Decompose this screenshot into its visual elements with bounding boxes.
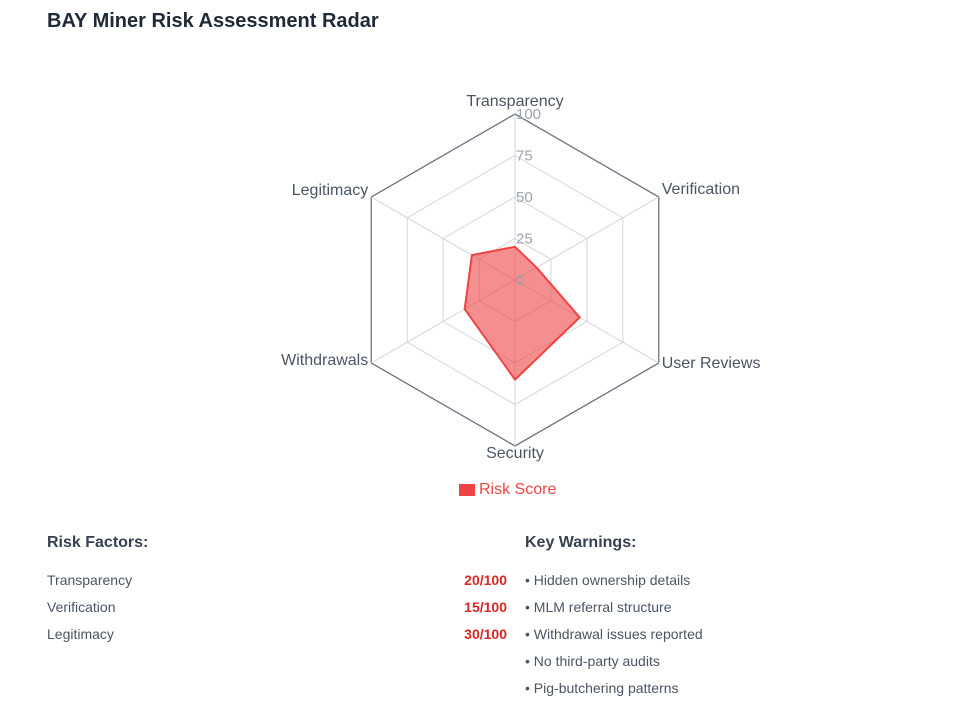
legend-label: Risk Score <box>479 481 557 498</box>
risk-factor-label: Legitimacy <box>47 625 114 642</box>
key-warnings-list: • Hidden ownership details • MLM referra… <box>525 566 703 701</box>
warning-item: • MLM referral structure <box>525 598 672 615</box>
chart-legend[interactable]: Risk Score <box>459 481 556 499</box>
axis-label: Transparency <box>466 93 563 110</box>
risk-factor-row: Legitimacy 30/100 <box>47 620 507 647</box>
warning-item: • Withdrawal issues reported <box>525 625 703 642</box>
axis-label: Verification <box>662 181 740 198</box>
risk-factor-row: Verification 15/100 <box>47 593 507 620</box>
series-area[interactable] <box>463 245 581 381</box>
risk-factor-value: 30/100 <box>464 625 507 642</box>
risk-factor-row: Transparency 20/100 <box>47 566 507 593</box>
tick-label: 100 <box>516 106 541 123</box>
tick-label: 25 <box>516 231 533 248</box>
risk-factor-value: 20/100 <box>464 571 507 588</box>
radar-chart: 0 25 50 75 100 Transparency Verification User … <box>281 93 760 462</box>
tick-label: 0 <box>516 272 524 289</box>
risk-factors-list: Transparency 20/100 Verification 15/100 … <box>47 566 507 647</box>
axis-label: Withdrawals <box>281 352 368 369</box>
warning-item: • Pig-butchering patterns <box>525 679 679 696</box>
warning-item: • No third-party audits <box>525 652 660 669</box>
legend-swatch <box>459 484 475 496</box>
tick-label: 50 <box>516 189 533 206</box>
risk-factors-heading: Risk Factors: <box>47 534 149 551</box>
warning-item: • Hidden ownership details <box>525 571 691 588</box>
risk-factor-value: 15/100 <box>464 598 507 615</box>
radar-axis-labels: Transparency Verification User Reviews Secu… <box>281 93 760 462</box>
axis-label: User Reviews <box>662 355 761 372</box>
axis-label: Security <box>486 445 544 462</box>
risk-factor-label: Verification <box>47 598 116 615</box>
radar-series <box>463 245 581 381</box>
key-warnings-heading: Key Warnings: <box>525 534 637 551</box>
risk-factor-label: Transparency <box>47 571 133 588</box>
axis-label: Legitimacy <box>292 182 368 199</box>
grid-spoke <box>514 196 660 281</box>
tick-label: 75 <box>516 148 533 165</box>
radar-tick-labels: 0 25 50 75 100 <box>516 106 541 289</box>
page-title: BAY Miner Risk Assessment Radar <box>47 10 379 32</box>
